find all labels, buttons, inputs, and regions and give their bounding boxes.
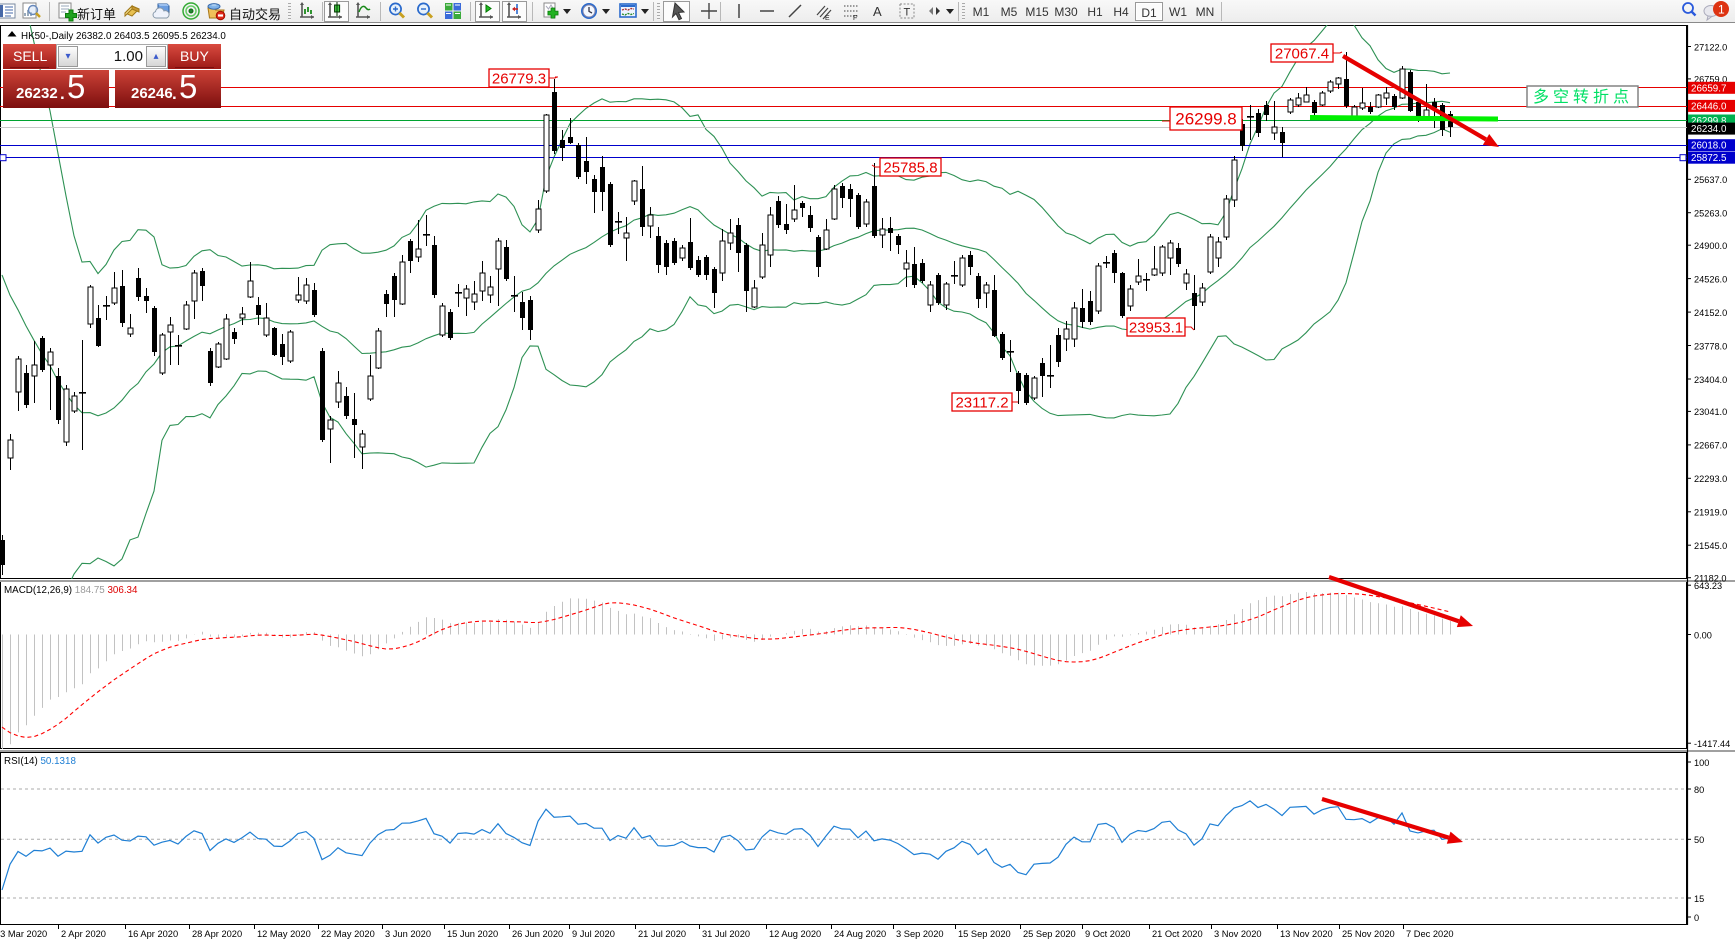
svg-text:27067.4: 27067.4	[1275, 45, 1329, 62]
svg-text:27122.0: 27122.0	[1694, 42, 1727, 52]
svg-text:9 Jul 2020: 9 Jul 2020	[572, 929, 615, 939]
svg-text:24900.0: 24900.0	[1694, 241, 1727, 251]
svg-text:24 Aug 2020: 24 Aug 2020	[834, 929, 886, 939]
svg-text:26234.0: 26234.0	[1691, 124, 1727, 135]
svg-text:26779.3: 26779.3	[492, 70, 546, 87]
svg-text:1: 1	[1718, 3, 1725, 17]
svg-text:26299.8: 26299.8	[1175, 110, 1236, 129]
svg-text:22293.0: 22293.0	[1694, 474, 1727, 484]
svg-text:9 Oct 2020: 9 Oct 2020	[1085, 929, 1130, 939]
svg-text:12 Aug 2020: 12 Aug 2020	[769, 929, 821, 939]
svg-text:13 Nov 2020: 13 Nov 2020	[1280, 929, 1333, 939]
svg-text:21 Jul 2020: 21 Jul 2020	[638, 929, 686, 939]
svg-text:-1417.44: -1417.44	[1694, 739, 1730, 749]
svg-text:26659.7: 26659.7	[1691, 83, 1726, 94]
svg-text:T: T	[904, 7, 911, 19]
svg-text:100: 100	[1694, 758, 1709, 768]
svg-text:3 Jun 2020: 3 Jun 2020	[385, 929, 431, 939]
svg-text:15: 15	[1694, 894, 1704, 904]
svg-text:多空转折点: 多空转折点	[1533, 88, 1633, 106]
svg-text:26759.0: 26759.0	[1694, 75, 1727, 85]
svg-text:643.23: 643.23	[1694, 581, 1722, 591]
svg-text:0: 0	[1694, 913, 1699, 923]
svg-text:24526.0: 24526.0	[1694, 274, 1727, 284]
svg-text:23117.2: 23117.2	[955, 394, 1008, 411]
svg-text:23953.1: 23953.1	[1129, 319, 1183, 336]
svg-text:21545.0: 21545.0	[1694, 541, 1727, 551]
svg-text:28 Apr 2020: 28 Apr 2020	[192, 929, 242, 939]
svg-text:25785.8: 25785.8	[883, 159, 937, 176]
svg-text:22 May 2020: 22 May 2020	[321, 929, 375, 939]
svg-text:25872.5: 25872.5	[1691, 153, 1727, 164]
svg-text:21182.0: 21182.0	[1694, 574, 1727, 584]
svg-text:23 Mar 2020: 23 Mar 2020	[0, 929, 47, 939]
svg-text:15 Jun 2020: 15 Jun 2020	[447, 929, 498, 939]
svg-text:22667.0: 22667.0	[1694, 441, 1727, 451]
svg-text:RSI(14) 50.1318: RSI(14) 50.1318	[4, 756, 76, 767]
svg-text:F: F	[853, 15, 857, 22]
svg-text:21 Oct 2020: 21 Oct 2020	[1152, 929, 1203, 939]
svg-text:24152.0: 24152.0	[1694, 308, 1727, 318]
svg-text:25 Sep 2020: 25 Sep 2020	[1023, 929, 1076, 939]
svg-text:15 Sep 2020: 15 Sep 2020	[958, 929, 1011, 939]
svg-text:23041.0: 23041.0	[1694, 407, 1727, 417]
svg-text:A: A	[873, 4, 882, 19]
svg-text:26446.0: 26446.0	[1691, 101, 1727, 112]
svg-text:31 Jul 2020: 31 Jul 2020	[702, 929, 750, 939]
svg-text:7 Dec 2020: 7 Dec 2020	[1406, 929, 1454, 939]
svg-text:80: 80	[1694, 785, 1704, 795]
svg-text:HK50-,Daily 26382.0 26403.5 2: HK50-,Daily 26382.0 26403.5 26095.5 2623…	[21, 31, 226, 42]
svg-text:26 Jun 2020: 26 Jun 2020	[512, 929, 563, 939]
svg-text:26299.8: 26299.8	[1691, 116, 1727, 127]
svg-text:3 Sep 2020: 3 Sep 2020	[896, 929, 944, 939]
svg-text:23778.0: 23778.0	[1694, 341, 1727, 351]
svg-text:MACD(12,26,9) 184.75 306.34: MACD(12,26,9) 184.75 306.34	[4, 585, 138, 596]
svg-text:E: E	[825, 15, 830, 22]
svg-text:25 Nov 2020: 25 Nov 2020	[1342, 929, 1395, 939]
svg-text:25637.0: 25637.0	[1694, 175, 1727, 185]
svg-text:23404.0: 23404.0	[1694, 375, 1727, 385]
svg-text:12 May 2020: 12 May 2020	[257, 929, 311, 939]
svg-text:25263.0: 25263.0	[1694, 209, 1727, 219]
svg-text:0.00: 0.00	[1694, 630, 1712, 640]
svg-text:3 Nov 2020: 3 Nov 2020	[1214, 929, 1262, 939]
svg-text:21919.0: 21919.0	[1694, 508, 1727, 518]
svg-text:2 Apr 2020: 2 Apr 2020	[61, 929, 106, 939]
svg-text:16 Apr 2020: 16 Apr 2020	[128, 929, 178, 939]
svg-text:50: 50	[1694, 835, 1704, 845]
svg-text:26018.0: 26018.0	[1691, 141, 1727, 152]
